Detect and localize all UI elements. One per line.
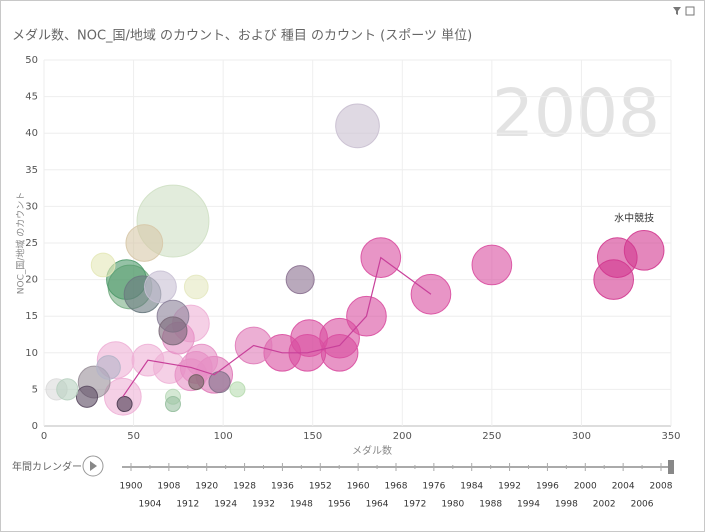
bubble bbox=[56, 378, 79, 401]
timeline-handle[interactable] bbox=[668, 460, 674, 474]
y-tick-label: 50 bbox=[25, 55, 38, 66]
bubble bbox=[335, 103, 380, 149]
timeline-year: 1912 bbox=[176, 500, 199, 510]
x-axis-label: メダル数 bbox=[352, 444, 392, 457]
timeline-year: 1908 bbox=[157, 482, 180, 492]
bubble bbox=[285, 265, 315, 295]
timeline-year: 1984 bbox=[460, 482, 483, 492]
bubble bbox=[471, 244, 513, 286]
timeline-year: 1972 bbox=[403, 500, 426, 510]
x-tick-label: 350 bbox=[661, 431, 680, 442]
timeline-year: 1948 bbox=[290, 500, 313, 510]
y-axis-label: NOC_国/地域 のカウント bbox=[15, 192, 27, 295]
play-triangle bbox=[90, 461, 97, 471]
timeline-year: 1920 bbox=[195, 482, 218, 492]
bubble bbox=[164, 396, 181, 413]
timeline-year: 2002 bbox=[593, 500, 616, 510]
timeline-year: 1928 bbox=[233, 482, 256, 492]
bubble bbox=[183, 274, 209, 300]
bubble bbox=[188, 374, 205, 391]
bubble bbox=[229, 381, 246, 398]
bubble bbox=[96, 355, 121, 380]
timeline-year: 1900 bbox=[120, 482, 143, 492]
bubble bbox=[125, 224, 164, 262]
play-label: 年間カレンダー bbox=[12, 460, 82, 473]
timeline-year: 1924 bbox=[214, 500, 237, 510]
timeline-year: 2008 bbox=[650, 482, 673, 492]
timeline-year: 2006 bbox=[631, 500, 654, 510]
play-button[interactable] bbox=[82, 455, 104, 477]
timeline-year: 1988 bbox=[479, 500, 502, 510]
timeline-year: 1992 bbox=[498, 482, 521, 492]
bubble bbox=[593, 259, 635, 300]
y-tick-label: 40 bbox=[25, 128, 38, 139]
x-tick-label: 200 bbox=[393, 431, 412, 442]
x-tick-label: 250 bbox=[482, 431, 501, 442]
y-tick-label: 35 bbox=[25, 165, 38, 176]
timeline-year: 1932 bbox=[252, 500, 275, 510]
x-tick-label: 300 bbox=[572, 431, 591, 442]
timeline-year: 1904 bbox=[138, 500, 161, 510]
timeline-year: 1980 bbox=[441, 500, 464, 510]
y-tick-label: 45 bbox=[25, 92, 38, 103]
timeline-year: 1964 bbox=[366, 500, 389, 510]
timeline-year: 1936 bbox=[271, 482, 294, 492]
y-tick-label: 10 bbox=[25, 348, 38, 359]
timeline-year: 1996 bbox=[536, 482, 559, 492]
x-tick-label: 0 bbox=[41, 431, 47, 442]
filter-icon[interactable] bbox=[673, 7, 681, 15]
bubble bbox=[75, 385, 99, 408]
y-tick-label: 15 bbox=[25, 311, 38, 322]
bubble bbox=[158, 316, 188, 346]
timeline-year: 2004 bbox=[612, 482, 635, 492]
y-tick-label: 5 bbox=[32, 384, 38, 395]
bubble bbox=[116, 396, 133, 413]
timeline-year: 1976 bbox=[422, 482, 445, 492]
y-tick-label: 0 bbox=[32, 421, 38, 432]
panel-icons[interactable] bbox=[673, 6, 695, 16]
y-tick-label: 25 bbox=[25, 238, 38, 249]
timeline-year: 2000 bbox=[574, 482, 597, 492]
timeline-year: 1968 bbox=[385, 482, 408, 492]
timeline-year: 1956 bbox=[328, 500, 351, 510]
timeline-year: 1998 bbox=[555, 500, 578, 510]
timeline-year: 1960 bbox=[347, 482, 370, 492]
x-tick-label: 100 bbox=[214, 431, 233, 442]
bubble bbox=[90, 252, 116, 278]
trail-line bbox=[122, 256, 432, 398]
x-tick-label: 150 bbox=[303, 431, 322, 442]
y-tick-label: 30 bbox=[25, 201, 38, 212]
bubble-annotation: 水中競技 bbox=[614, 211, 654, 224]
bubble bbox=[144, 270, 177, 304]
year-watermark: 2008 bbox=[492, 75, 660, 152]
x-tick-label: 50 bbox=[127, 431, 140, 442]
chart-title: メダル数、NOC_国/地域 のカウント、および 種目 のカウント (スポーツ 単… bbox=[12, 28, 472, 44]
timeline-year: 1952 bbox=[309, 482, 332, 492]
timeline-year: 1994 bbox=[517, 500, 540, 510]
y-tick-label: 20 bbox=[25, 275, 38, 286]
popout-icon[interactable] bbox=[685, 6, 695, 16]
